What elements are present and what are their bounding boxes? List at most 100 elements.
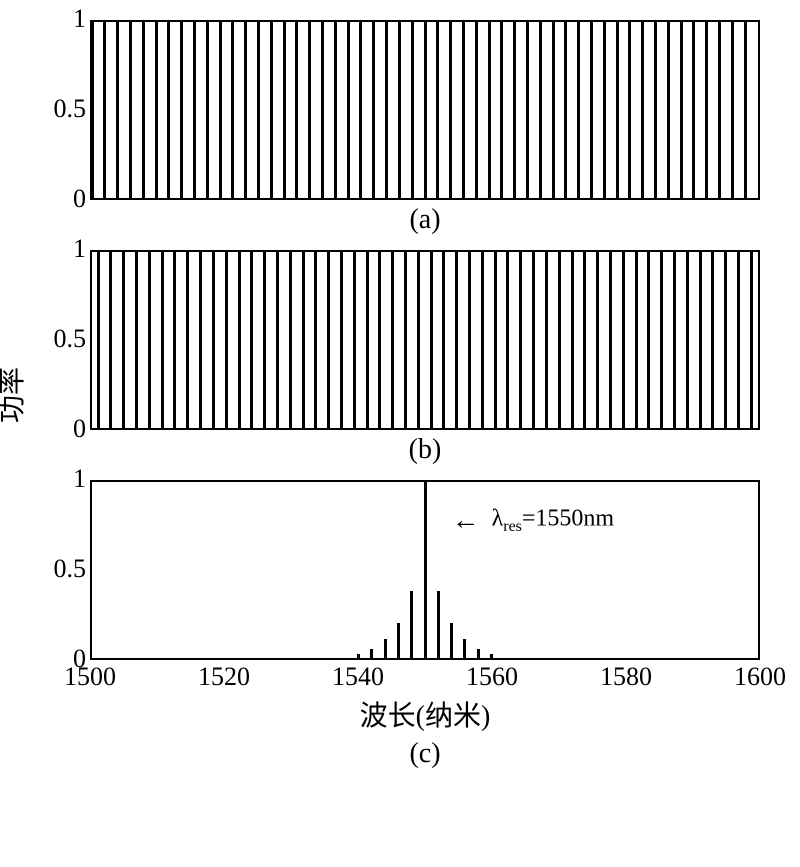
comb-line xyxy=(506,252,509,428)
comb-line xyxy=(616,22,619,198)
comb-line xyxy=(308,22,311,198)
comb-line xyxy=(494,252,497,428)
comb-line xyxy=(385,22,388,198)
comb-line xyxy=(321,22,324,198)
xtick-label: 1580 xyxy=(600,662,652,692)
comb-line xyxy=(148,252,151,428)
spectrum-bar xyxy=(357,654,360,658)
y-axis-label: 功率 xyxy=(0,367,30,423)
panel-c-caption: (c) xyxy=(90,738,760,770)
comb-line xyxy=(692,22,695,198)
comb-line xyxy=(590,22,593,198)
comb-line xyxy=(718,22,721,198)
comb-line xyxy=(449,22,452,198)
comb-line xyxy=(750,252,753,428)
comb-line xyxy=(481,252,484,428)
comb-line xyxy=(199,252,202,428)
comb-line xyxy=(417,252,420,428)
comb-line xyxy=(468,252,471,428)
comb-line xyxy=(635,252,638,428)
comb-line xyxy=(705,22,708,198)
comb-line xyxy=(455,252,458,428)
comb-line xyxy=(109,252,112,428)
comb-line xyxy=(91,22,94,198)
comb-line xyxy=(737,252,740,428)
comb-line xyxy=(680,22,683,198)
comb-line xyxy=(436,22,439,198)
comb-line xyxy=(609,252,612,428)
comb-line xyxy=(219,22,222,198)
ytick-label: 0.5 xyxy=(30,556,86,582)
panel-a: 1 0.5 0 (a) xyxy=(90,20,760,236)
panel-c-yticks: 1 0.5 0 xyxy=(30,479,86,659)
comb-line xyxy=(731,22,734,198)
comb-line xyxy=(475,22,478,198)
ytick-label: 1 xyxy=(30,6,86,32)
spectrum-bar xyxy=(397,623,400,658)
comb-line xyxy=(314,252,317,428)
panels-container: 1 0.5 0 (a) 1 0.5 0 (b) xyxy=(90,20,760,770)
xtick-label: 1560 xyxy=(466,662,518,692)
comb-line xyxy=(519,252,522,428)
comb-line xyxy=(97,252,100,428)
ytick-label: 0.5 xyxy=(30,326,86,352)
panel-b-yticks: 1 0.5 0 xyxy=(30,249,86,429)
comb-line xyxy=(193,22,196,198)
comb-line xyxy=(526,22,529,198)
panel-b-plot xyxy=(92,252,758,428)
comb-line xyxy=(186,252,189,428)
spectrum-bar xyxy=(450,623,453,658)
ytick-label: 0 xyxy=(30,416,86,442)
comb-line xyxy=(340,252,343,428)
comb-line xyxy=(302,252,305,428)
comb-line xyxy=(225,252,228,428)
x-axis-label: 波长(纳米) xyxy=(90,694,760,734)
ytick-label: 1 xyxy=(30,236,86,262)
comb-line xyxy=(654,22,657,198)
comb-line xyxy=(270,22,273,198)
xtick-label: 1540 xyxy=(332,662,384,692)
comb-line xyxy=(135,252,138,428)
comb-line xyxy=(622,252,625,428)
spectrum-bar xyxy=(463,639,466,658)
panel-b-caption: (b) xyxy=(90,434,760,466)
comb-line xyxy=(577,22,580,198)
comb-line xyxy=(744,22,747,198)
spectrum-bar xyxy=(384,639,387,658)
comb-line xyxy=(250,252,253,428)
comb-line xyxy=(539,22,542,198)
comb-line xyxy=(596,252,599,428)
comb-line xyxy=(180,22,183,198)
comb-line xyxy=(276,252,279,428)
comb-line xyxy=(571,252,574,428)
comb-line xyxy=(711,252,714,428)
comb-line xyxy=(564,22,567,198)
xtick-label: 1520 xyxy=(198,662,250,692)
comb-line xyxy=(647,252,650,428)
comb-line xyxy=(372,22,375,198)
xtick-label: 1500 xyxy=(64,662,116,692)
comb-line xyxy=(424,22,427,198)
spectrum-bar xyxy=(477,649,480,658)
comb-line xyxy=(500,22,503,198)
comb-line xyxy=(724,252,727,428)
panel-c: 1 0.5 0 ←λres=1550nm 1500152015401560158… xyxy=(90,480,760,770)
spectrum-bar xyxy=(410,591,413,658)
panel-a-yticks: 1 0.5 0 xyxy=(30,19,86,199)
comb-line xyxy=(283,22,286,198)
comb-line xyxy=(488,22,491,198)
comb-line xyxy=(532,252,535,428)
comb-line xyxy=(289,252,292,428)
comb-line xyxy=(173,252,176,428)
panel-c-box: 1 0.5 0 ←λres=1550nm xyxy=(90,480,760,660)
spectrum-bar xyxy=(424,482,427,658)
panel-b-box: 1 0.5 0 xyxy=(90,250,760,430)
panel-a-box: 1 0.5 0 xyxy=(90,20,760,200)
arrow-left-icon: ← xyxy=(452,505,480,537)
figure: 功率 1 0.5 0 (a) 1 0.5 0 xyxy=(20,20,780,770)
comb-line xyxy=(462,22,465,198)
comb-line xyxy=(359,22,362,198)
comb-line xyxy=(583,252,586,428)
comb-line xyxy=(686,252,689,428)
comb-line xyxy=(513,22,516,198)
